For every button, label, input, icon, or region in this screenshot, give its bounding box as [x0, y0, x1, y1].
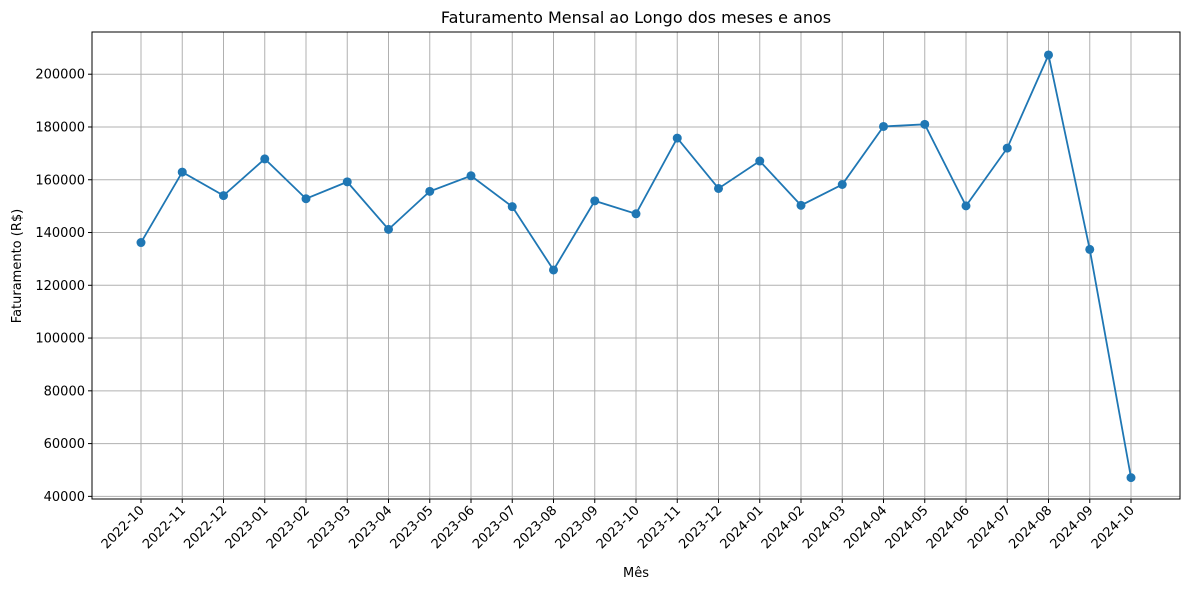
data-point: [1085, 244, 1095, 254]
grid: [92, 32, 1180, 499]
data-point: [1126, 473, 1136, 483]
x-tick-label: 2023-11: [635, 503, 684, 552]
x-tick-label: 2023-12: [676, 503, 725, 552]
x-tick-label: 2022-10: [99, 503, 148, 552]
x-tick-label: 2023-04: [346, 503, 395, 552]
data-point: [1002, 143, 1012, 153]
data-point: [219, 191, 228, 201]
x-tick-label: 2024-04: [841, 503, 890, 552]
x-tick-label: 2023-06: [429, 503, 478, 552]
data-point: [260, 154, 270, 164]
x-axis-label: Mês: [623, 566, 649, 581]
y-axis-ticks: 40000 60000 80000 100000 120000 140000 160000 1…: [35, 68, 92, 505]
x-tick-label: 2024-01: [718, 503, 767, 552]
x-tick-label: 2024-03: [800, 503, 849, 552]
x-tick-label: 2023-01: [223, 503, 272, 552]
data-point: [177, 167, 187, 177]
y-tick-label: 60000: [44, 437, 85, 452]
y-tick-label: 120000: [35, 279, 85, 294]
x-tick-label: 2023-03: [305, 503, 354, 552]
x-tick-label: 2023-07: [470, 503, 519, 552]
y-tick-label: 180000: [35, 120, 85, 135]
data-point: [384, 224, 393, 234]
x-tick-label: 2023-10: [594, 503, 643, 552]
data-point: [301, 194, 311, 204]
x-axis-ticks: 2022-102022-112022-122023-012023-022023-…: [99, 499, 1138, 552]
data-point: [714, 183, 723, 193]
x-tick-label: 2024-07: [965, 503, 1014, 552]
data-point: [342, 177, 352, 187]
data-point: [837, 180, 847, 190]
data-point: [961, 201, 971, 211]
chart-title: Faturamento Mensal ao Longo dos meses e …: [441, 8, 831, 27]
x-tick-label: 2023-09: [553, 503, 602, 552]
data-point: [796, 200, 806, 210]
data-point: [466, 171, 476, 181]
plot-frame: [91, 31, 1181, 500]
x-tick-label: 2024-10: [1089, 503, 1138, 552]
x-tick-label: 2024-05: [883, 503, 932, 552]
x-tick-label: 2023-08: [511, 503, 560, 552]
x-tick-label: 2022-11: [140, 503, 189, 552]
data-point: [425, 186, 435, 196]
y-tick-label: 100000: [35, 332, 85, 347]
data-point: [1044, 50, 1053, 60]
y-tick-label: 140000: [35, 226, 85, 241]
y-tick-label: 80000: [44, 384, 85, 399]
x-tick-label: 2024-06: [924, 503, 973, 552]
x-tick-label: 2024-02: [759, 503, 808, 552]
data-point: [672, 133, 682, 143]
data-point: [879, 121, 888, 131]
data-point: [590, 196, 600, 206]
x-tick-label: 2024-08: [1006, 503, 1055, 552]
x-tick-label: 2022-12: [181, 503, 230, 552]
y-tick-label: 200000: [35, 68, 85, 83]
y-axis-label: Faturamento (R$): [10, 209, 25, 323]
x-tick-label: 2023-02: [264, 503, 313, 552]
x-tick-label: 2024-09: [1048, 503, 1097, 552]
data-point: [631, 209, 641, 219]
y-tick-label: 40000: [44, 490, 85, 505]
data-point: [920, 119, 930, 129]
data-point: [755, 156, 765, 166]
series: [136, 50, 1136, 483]
data-point: [136, 238, 146, 248]
data-point: [549, 265, 558, 275]
x-tick-label: 2023-05: [388, 503, 437, 552]
y-tick-label: 160000: [35, 173, 85, 188]
data-point: [507, 202, 517, 212]
